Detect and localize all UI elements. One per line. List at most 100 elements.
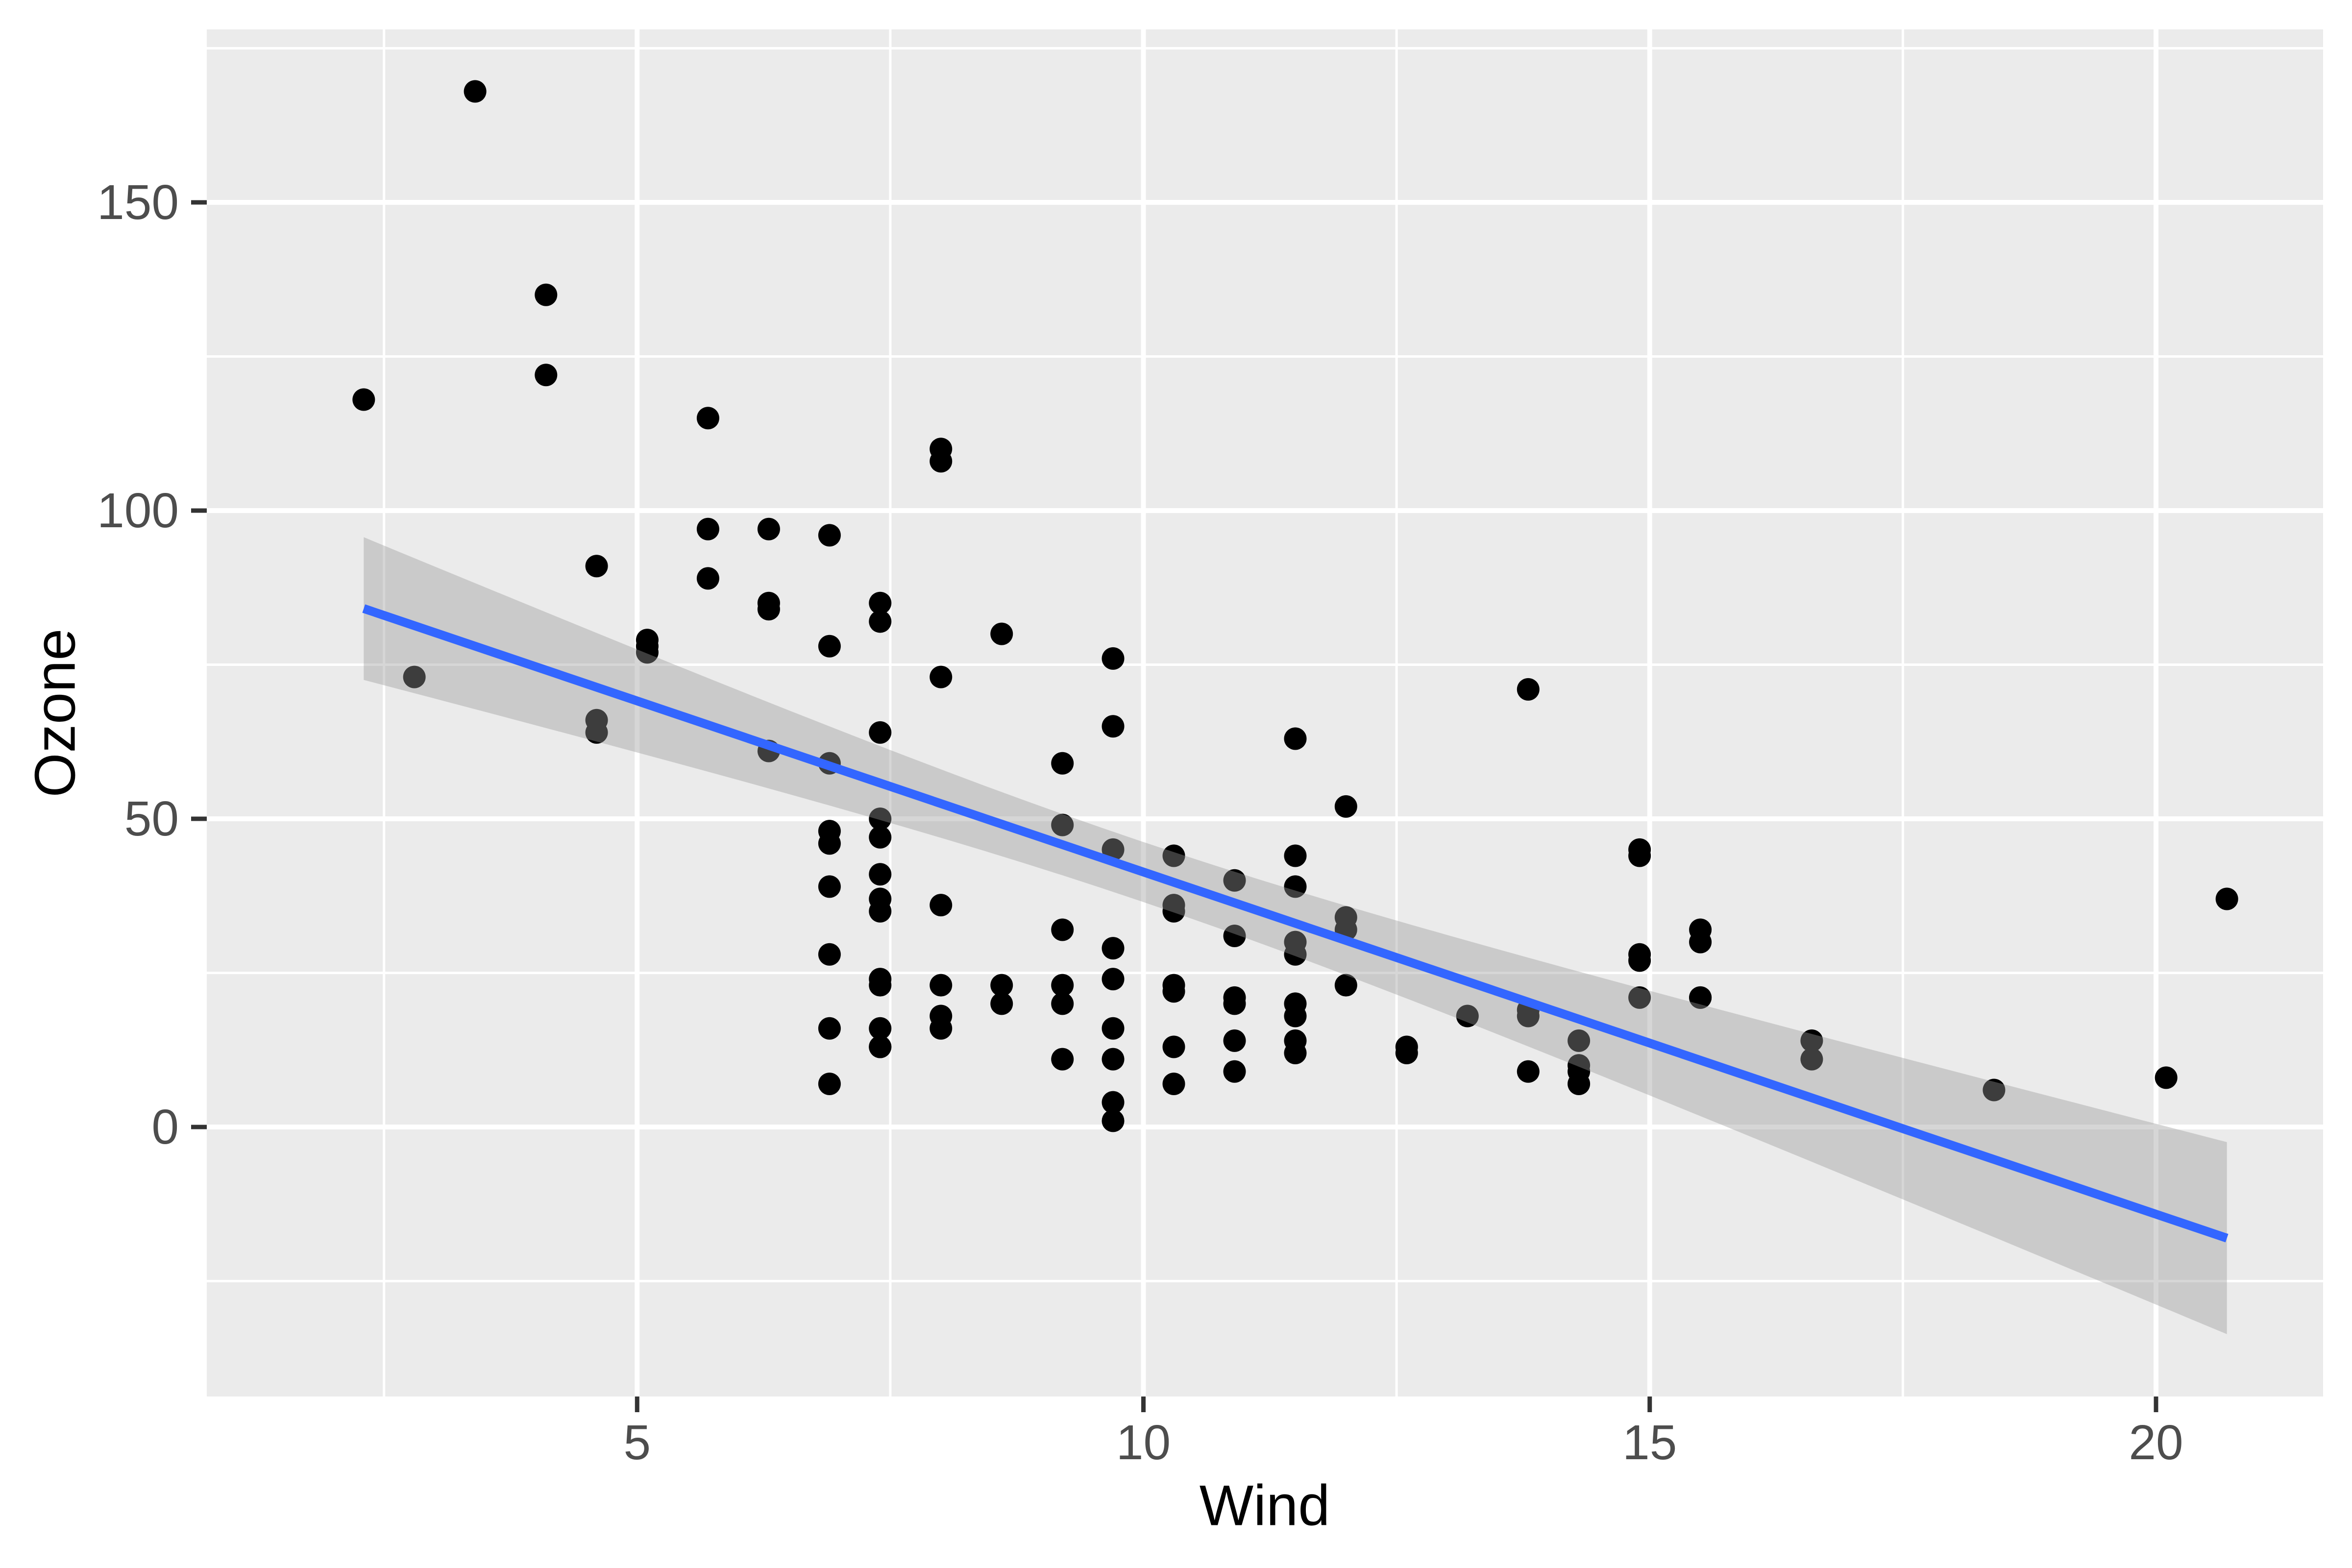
data-point (696, 567, 719, 590)
data-point (1517, 1060, 1540, 1083)
x-axis-tick-label: 20 (2129, 1415, 2183, 1470)
data-point (1983, 1078, 2006, 1102)
data-point (1223, 1060, 1246, 1083)
data-point (930, 1004, 953, 1028)
data-point (869, 1017, 892, 1040)
data-point (869, 900, 892, 923)
x-axis-tick-label: 5 (623, 1415, 651, 1470)
plot-panel: 5 10 15 20 0 50 100 150 (97, 29, 2323, 1470)
data-point (1051, 1048, 1074, 1071)
data-point (818, 832, 841, 855)
y-axis-title: Ozone (23, 629, 87, 798)
data-point (1102, 937, 1125, 960)
data-point (1102, 715, 1125, 738)
data-point (1102, 647, 1125, 670)
x-axis-title: Wind (1200, 1473, 1330, 1538)
data-point (1223, 925, 1246, 948)
y-axis-tick-label: 0 (151, 1100, 179, 1154)
data-point (1051, 974, 1074, 997)
data-point (1456, 1004, 1479, 1028)
data-point (1102, 968, 1125, 991)
data-point (2215, 887, 2238, 910)
data-point (1517, 1004, 1540, 1028)
y-axis-tick-label: 150 (97, 175, 179, 230)
data-point (757, 591, 780, 614)
data-point (1800, 1048, 1823, 1071)
data-point (869, 826, 892, 849)
data-point (585, 555, 608, 578)
data-point (1284, 727, 1307, 750)
data-point (1568, 1060, 1591, 1083)
x-axis-tick-label: 10 (1116, 1415, 1171, 1470)
data-point (1517, 678, 1540, 701)
data-point (1284, 992, 1307, 1015)
data-point (1284, 1042, 1307, 1065)
data-point (1162, 894, 1185, 917)
data-point (869, 610, 892, 633)
data-point (1162, 1072, 1185, 1095)
data-point (1568, 1029, 1591, 1052)
data-point (1162, 844, 1185, 867)
data-point (535, 364, 558, 387)
y-axis-tick-label: 100 (97, 483, 179, 538)
regression-line (362, 604, 2229, 1243)
data-point (1051, 813, 1074, 836)
confidence-band (364, 537, 2227, 1334)
data-point (1162, 974, 1185, 997)
data-point (352, 388, 375, 411)
data-point (1395, 1035, 1418, 1058)
data-point (990, 974, 1013, 997)
data-point (1284, 943, 1307, 966)
data-point (869, 807, 892, 830)
data-point (1051, 918, 1074, 941)
data-point (869, 863, 892, 886)
data-point (464, 80, 487, 103)
data-point (869, 591, 892, 614)
data-point (696, 407, 719, 430)
data-point (1689, 931, 1712, 954)
data-point (1800, 1029, 1823, 1052)
x-axis-tick-label: 15 (1622, 1415, 1677, 1470)
data-point (1628, 986, 1651, 1009)
data-point (930, 438, 953, 461)
data-point (818, 1072, 841, 1095)
data-point (930, 894, 953, 917)
data-point (1628, 844, 1651, 867)
data-point (2155, 1066, 2178, 1089)
data-point (1223, 869, 1246, 892)
data-point (1284, 875, 1307, 898)
data-point (930, 665, 953, 688)
data-point (990, 622, 1013, 645)
data-point (990, 992, 1013, 1015)
data-point (1628, 949, 1651, 972)
data-point (818, 1017, 841, 1040)
data-point (930, 974, 953, 997)
data-point (818, 875, 841, 898)
data-point (636, 635, 659, 658)
data-point (757, 517, 780, 540)
data-point (818, 524, 841, 547)
data-point (1284, 844, 1307, 867)
data-point (1223, 1029, 1246, 1052)
data-point (869, 721, 892, 744)
data-point (1689, 986, 1712, 1009)
data-point (1334, 795, 1357, 818)
data-point (869, 1035, 892, 1058)
data-point (696, 517, 719, 540)
data-point (1334, 974, 1357, 997)
data-point (1102, 1109, 1125, 1132)
data-point (403, 665, 426, 688)
y-axis-tick-label: 50 (124, 791, 179, 846)
data-point (1223, 986, 1246, 1009)
data-point (585, 709, 608, 732)
data-point (818, 943, 841, 966)
data-point (818, 635, 841, 658)
data-point (1162, 1035, 1185, 1058)
panel-background (207, 29, 2323, 1396)
data-point (535, 283, 558, 306)
data-point (1051, 752, 1074, 775)
data-point (1051, 992, 1074, 1015)
data-point (1102, 1048, 1125, 1071)
